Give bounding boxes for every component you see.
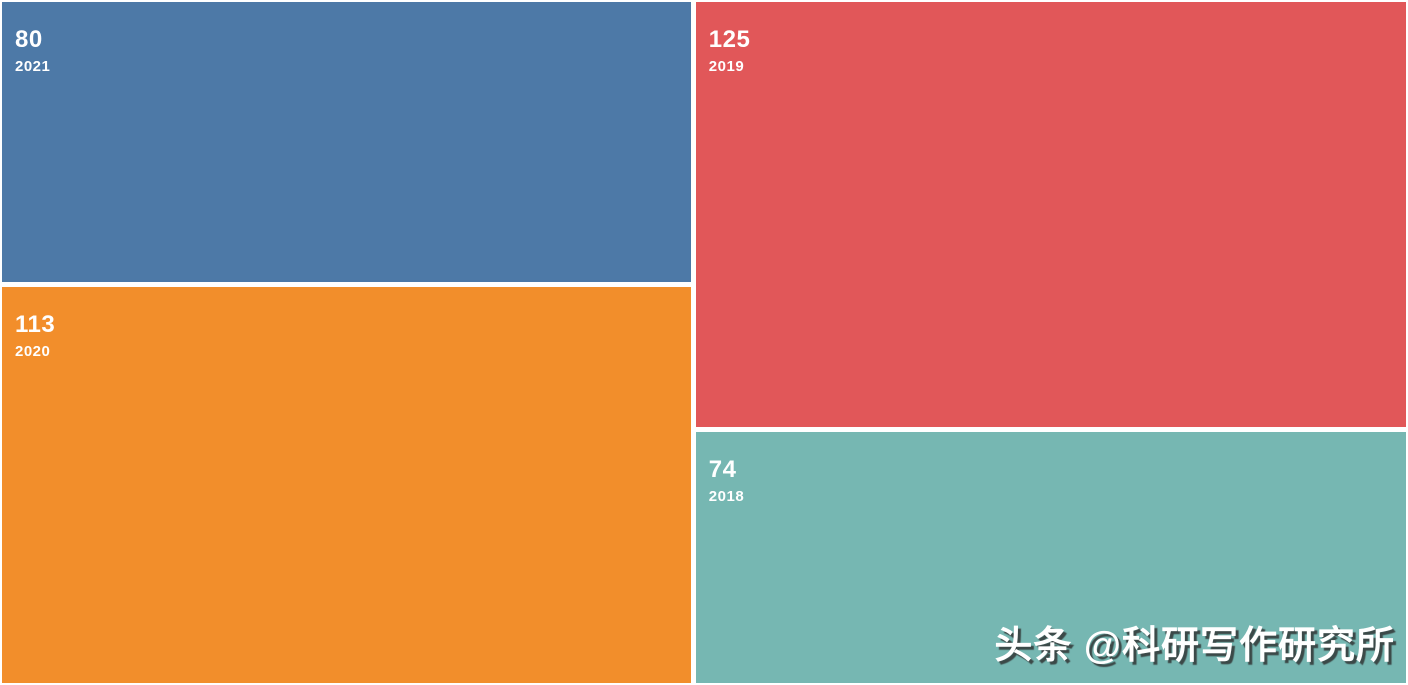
treemap-tile-2021: 80 2021 [2, 2, 691, 283]
tile-value-label: 74 [708, 455, 737, 483]
tile-label: 74 2018 [708, 455, 745, 505]
treemap-tile-2019: 125 2019 [695, 2, 1406, 427]
tile-value-label: 113 [15, 311, 56, 339]
treemap-tile-2020: 113 2020 [2, 287, 691, 683]
treemap-tile-2018: 74 2018 [695, 431, 1406, 683]
tile-year-label: 2018 [708, 487, 745, 505]
tile-label: 125 2019 [708, 26, 751, 75]
tile-year-label: 2020 [15, 343, 51, 361]
treemap-left-column: 80 2021 113 2020 [2, 2, 691, 683]
tile-year-label: 2019 [708, 58, 745, 75]
tile-year-label: 2021 [15, 58, 51, 75]
tile-value-label: 125 [708, 26, 751, 53]
watermark-text: 头条 @科研写作研究所 [994, 625, 1395, 667]
tile-value-label: 80 [15, 26, 43, 53]
tile-label: 113 2020 [15, 311, 56, 361]
tile-label: 80 2021 [15, 26, 51, 75]
treemap-right-column: 125 2019 74 2018 [695, 2, 1406, 683]
